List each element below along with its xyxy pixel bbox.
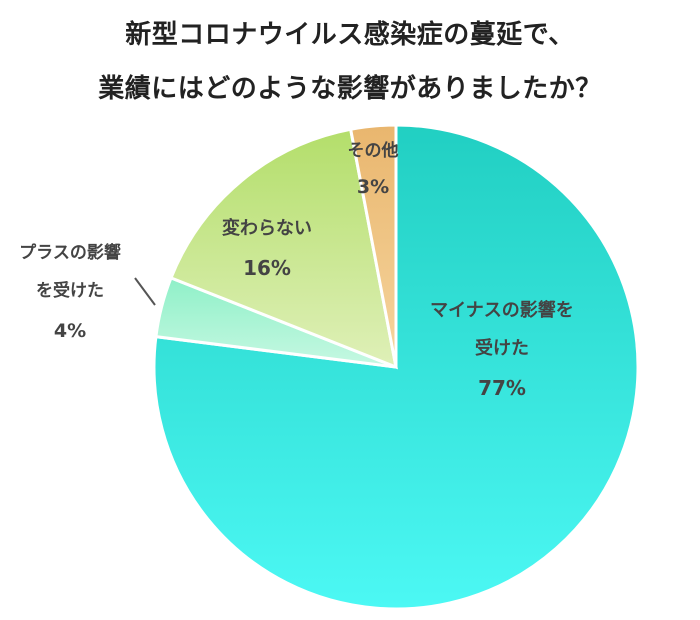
label-other-line-1: その他	[348, 140, 399, 161]
label-other-percent: 3%	[357, 176, 389, 198]
label-increase-percent: 4%	[54, 320, 86, 342]
label-increase-line-1: プラスの影響	[19, 242, 121, 263]
label-increase-line-2: を受けた	[36, 280, 104, 301]
chart-subtitle: 業績にはどのような影響がありましたか？	[98, 74, 602, 104]
slice-no-change	[169, 127, 398, 370]
label-decrease-line-2: 受けた	[475, 337, 529, 359]
label-decrease-line-1: マイナスの影響を	[430, 299, 574, 321]
label-no-change-line-1: 変わらない	[222, 217, 312, 239]
label-no-change-percent: 16%	[243, 256, 291, 280]
slice-other	[348, 123, 398, 368]
callout-line	[134, 277, 156, 306]
label-decrease-percent: 77%	[478, 376, 526, 400]
chart-title: 新型コロナウイルス感染症の蔓延で、	[125, 20, 575, 50]
